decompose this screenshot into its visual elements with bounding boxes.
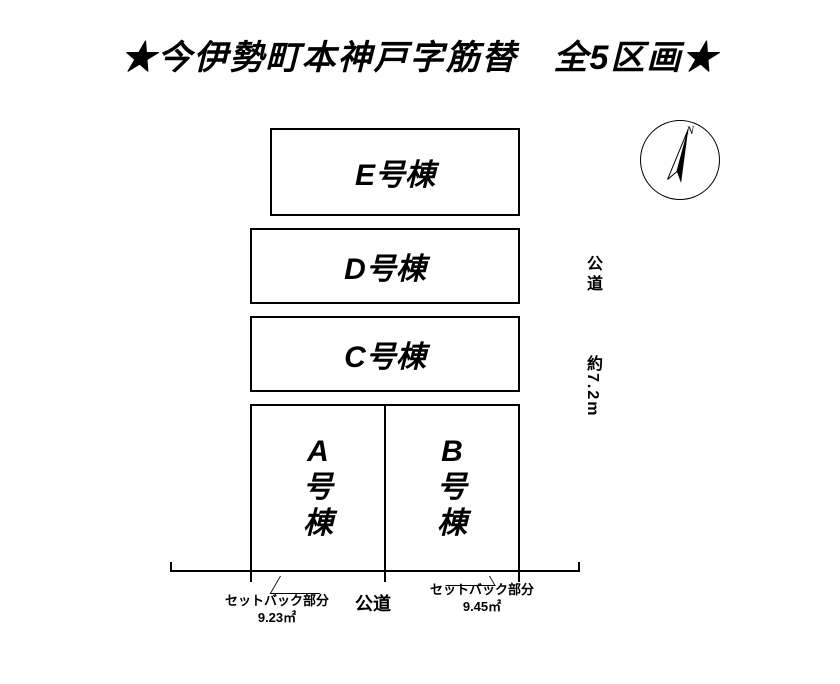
lot-plan: E号棟 D号棟 C号棟 A 号 棟 B 号 棟 — [250, 128, 520, 582]
lot-b-letter: B — [441, 434, 463, 470]
baseline-left-tick — [170, 562, 172, 572]
road-bottom-label: 公道 — [355, 590, 391, 616]
lot-a-mid: 号 — [303, 470, 333, 506]
lot-a: A 号 棟 — [250, 404, 384, 572]
lot-d: D号棟 — [250, 228, 520, 304]
compass-arrow-icon — [660, 126, 700, 194]
baseline-right — [520, 570, 580, 572]
lot-c: C号棟 — [250, 316, 520, 392]
lot-b-mid: 号 — [437, 470, 467, 506]
baseline-left — [170, 570, 250, 572]
lot-a-bot: 棟 — [303, 506, 333, 542]
road-right-dimension: 約7.2m — [580, 355, 604, 417]
lot-e: E号棟 — [270, 128, 520, 216]
lot-b-bot: 棟 — [437, 506, 467, 542]
setback-right-note: セットバック部分 9.45㎡ — [430, 582, 534, 616]
setback-right-label: セットバック部分 — [430, 582, 534, 597]
baseline-right-tick — [578, 562, 580, 572]
setback-right-value: 9.45㎡ — [463, 599, 501, 614]
lot-a-letter: A — [307, 434, 329, 470]
setback-left-value: 9.23㎡ — [258, 610, 296, 625]
lot-b: B 号 棟 — [384, 404, 520, 572]
setback-left-label: セットバック部分 — [225, 593, 329, 608]
compass-circle: N — [640, 120, 720, 200]
setback-left-note: セットバック部分 9.23㎡ — [225, 593, 329, 627]
compass: N — [640, 120, 720, 200]
page-title: ★今伊勢町本神戸字筋替 全5区画★ — [0, 30, 840, 79]
road-right-label: 公道 — [580, 255, 604, 295]
setback-left-leader — [270, 576, 330, 594]
